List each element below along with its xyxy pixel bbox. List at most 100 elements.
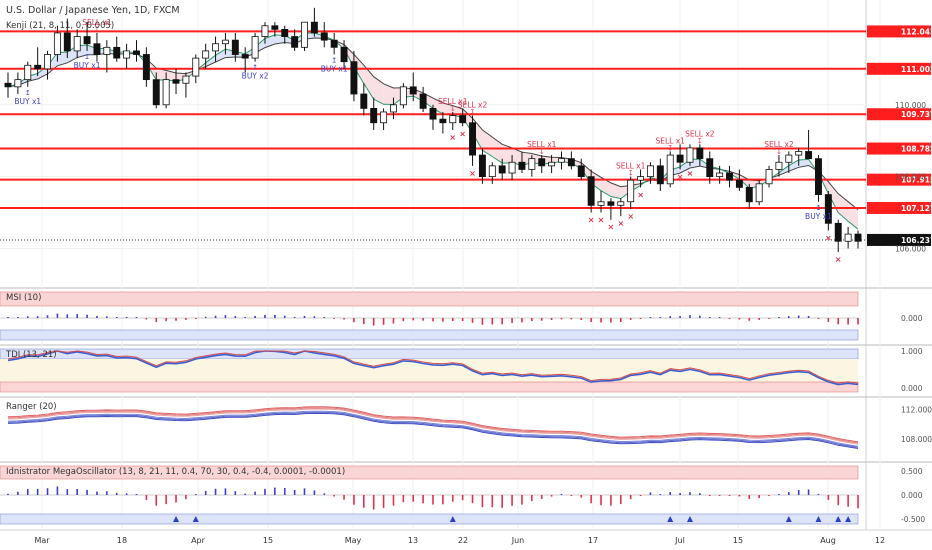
msi-bar [461,318,464,321]
mega-bar [412,495,415,502]
msi-bar [501,318,503,325]
msi-bar [224,315,227,318]
mega-bar [392,495,395,506]
msi-bar [115,317,118,318]
level-price-label: 108.782 [901,145,932,154]
mega-bar [234,491,237,495]
candle-body [14,79,22,88]
mega-bar [491,495,494,508]
candle-body [795,151,803,156]
candle-body [469,122,476,156]
y-tick-label: 106.000 [895,244,926,253]
candle-body [587,176,595,206]
candle-body [666,154,674,185]
mega-bar [837,495,840,506]
msi-bar [748,318,751,321]
ranger-y-tick: 108.000 [901,435,932,444]
mega-bar [313,490,316,495]
mega-bar [363,495,365,508]
tdi-mid-band [0,359,858,382]
candle-body [805,151,813,160]
msi-bar [66,314,69,318]
mega-bar [481,495,484,508]
mega-bar [66,489,69,495]
level-price-box [867,142,931,155]
ma-cloud-segment [57,51,68,66]
x-tick-label: 18 [117,536,127,545]
level-price-box [867,25,931,38]
mega-bar [728,495,731,496]
msi-upper-band [0,291,859,307]
msi-bar [619,318,622,322]
mega-bar [432,495,434,505]
mega-bar [847,495,849,507]
ma-cloud-segment [156,68,167,81]
mega-bar [699,493,701,495]
x-tick-label: 22 [458,536,468,545]
msi-bar [797,315,800,318]
msi-bar [580,318,583,320]
msi-bar [669,316,672,318]
chart-title: U.S. Dollar / Japanese Yen, 1D, FXCM [6,5,180,16]
candle-body [498,165,506,174]
msi-bar [610,318,612,323]
candle-body [854,233,862,242]
mega-bar [461,495,464,501]
msi-bar [629,318,632,320]
mega-bar [244,493,247,495]
candle-body [409,86,417,95]
candle-body [478,154,486,178]
msi-bar [333,318,335,319]
mega-signal-triangle-icon [815,516,822,522]
mega-bar [629,495,632,500]
mega-bar [619,495,622,505]
level-price-label: 107.127 [901,204,932,213]
sell-arrow-icon: ↧ [667,144,673,152]
x-tick-label: 12 [875,536,885,545]
msi-bar [768,318,770,319]
sell-arrow-icon: ↧ [450,105,456,113]
msi-bar [432,318,434,322]
mega-bar [748,495,751,500]
mega-y-tick: 0.500 [901,467,923,476]
mega-bar [36,488,39,495]
ma-cloud-segment [680,159,690,173]
msi-bar [214,315,217,318]
candle-body [775,161,783,170]
mega-bar [738,495,741,497]
mega-bar [807,489,810,495]
level-price-box [867,173,931,186]
msi-bar [758,318,760,320]
candle-body [221,39,229,45]
mega-bar [125,493,128,495]
sell-signal-label: SELL x1 [82,18,112,27]
x-tick-label: Mar [34,536,50,545]
candle-body [44,54,51,70]
ranger-band-line [7,410,859,447]
mega-bar [402,495,405,503]
candle-body [172,79,180,84]
sell-signal-label: SELL x2 [685,129,715,138]
msi-bar [264,314,266,318]
mega-bar [17,491,19,495]
mega-bar [550,495,553,497]
ma-cloud-segment [274,34,285,44]
candle-body [627,179,635,203]
mega-signal-triangle-icon [449,516,456,522]
mega-bar [372,495,375,510]
mega-bar [639,495,642,496]
ma-cloud-segment [166,70,177,82]
mega-bar [521,495,523,505]
candle-body [202,50,210,59]
msi-bar [313,316,316,318]
mega-bar [679,492,681,495]
buy-arrow-icon: ↥ [25,89,31,97]
msi-bar [600,318,602,323]
x-tick-label: 17 [588,536,598,545]
x-tick-label: Jun [511,536,525,545]
candle-body [231,39,239,55]
buy-arrow-icon: ↥ [252,64,258,72]
candle-body [4,82,12,88]
tdi-y-tick: 0.000 [901,384,923,393]
